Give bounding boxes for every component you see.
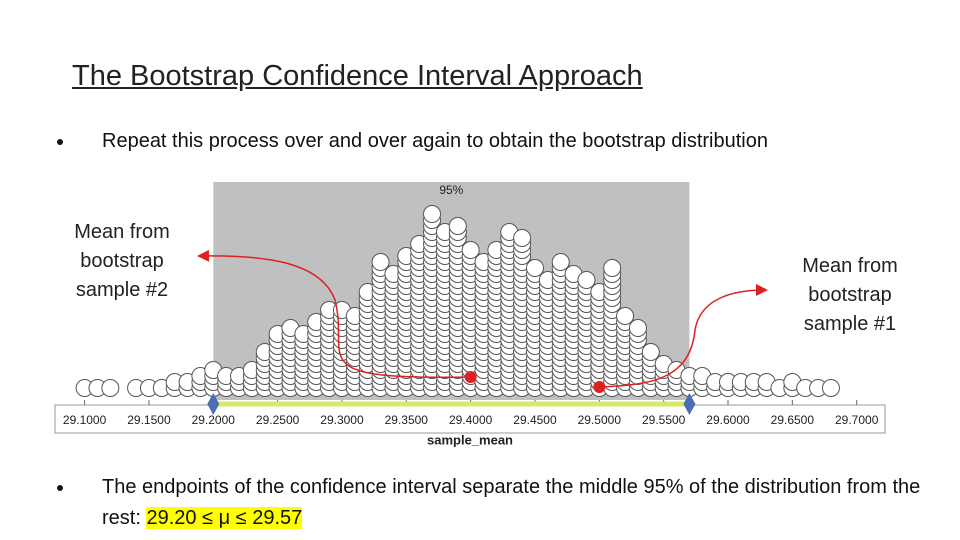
dot: [551, 253, 570, 271]
x-tick-label: 29.5000: [578, 413, 622, 427]
dot: [525, 259, 544, 277]
annotation-point: [593, 381, 606, 393]
dot: [616, 307, 635, 325]
interval-label: 95%: [439, 183, 463, 197]
highlight: 29.20 ≤ μ ≤ 29.57: [146, 507, 303, 529]
dot: [821, 379, 840, 397]
axis-box: [54, 404, 886, 434]
dot: [448, 217, 467, 235]
dot: [101, 379, 120, 397]
dot: [628, 319, 647, 337]
annotation: Mean from bootstrap sample #1: [802, 255, 898, 335]
x-tick-label: 29.3500: [385, 413, 429, 427]
interval-endpoint: [683, 393, 696, 415]
interval-endpoint: [207, 393, 220, 415]
bullet: The endpoints of the confidence interval…: [52, 472, 960, 534]
bullet-list: The endpoints of the confidence interval…: [52, 472, 960, 534]
x-tick-label: 29.2500: [256, 413, 300, 427]
annotation: Mean from bootstrap sample #2: [74, 221, 170, 301]
x-tick-label: 29.4000: [449, 413, 493, 427]
x-tick-label: 29.6500: [771, 413, 815, 427]
annotation-point: [464, 371, 477, 383]
dot: [461, 241, 480, 259]
x-tick-label: 29.2000: [192, 413, 236, 427]
annotation-arrow: [197, 249, 471, 379]
dot: [603, 259, 622, 277]
dot: [423, 205, 442, 223]
bullet-text: The endpoints of the confidence interval…: [102, 476, 921, 529]
x-tick-label: 29.7000: [835, 413, 879, 427]
x-tick-label: 29.6000: [706, 413, 750, 427]
x-tick-label: 29.1500: [127, 413, 171, 427]
x-tick-label: 29.4500: [513, 413, 557, 427]
annotation-arrow: [599, 284, 768, 388]
dot: [513, 229, 532, 247]
x-tick-label: 29.3000: [320, 413, 364, 427]
dot: [641, 343, 660, 361]
bullet: Repeat this process over and over again …: [52, 126, 768, 157]
dot: [371, 253, 390, 271]
bullet-list: Repeat this process over and over again …: [52, 126, 768, 157]
dot: [577, 271, 596, 289]
slide-title: The Bootstrap Confidence Interval Approa…: [72, 60, 643, 92]
x-axis-label: sample_mean: [427, 432, 513, 447]
x-tick-label: 29.1000: [63, 413, 107, 427]
x-tick-label: 29.5500: [642, 413, 686, 427]
